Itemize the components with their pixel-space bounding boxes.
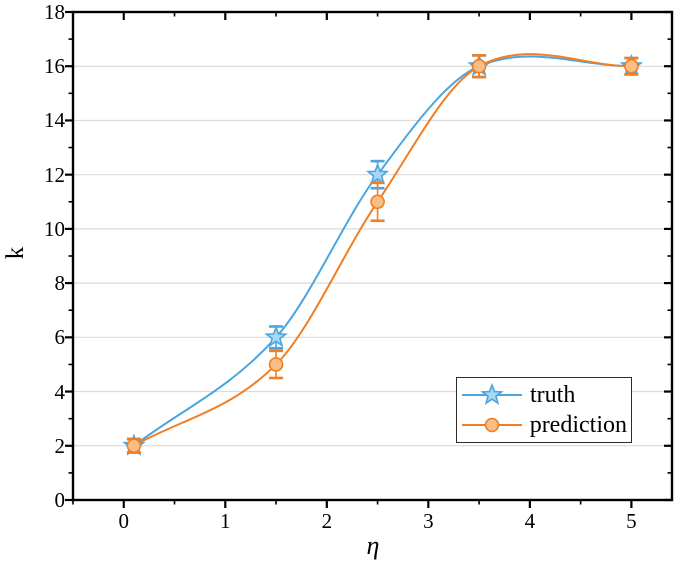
- y-tick-label: 12: [44, 162, 65, 187]
- x-tick-label: 5: [626, 509, 637, 533]
- legend-star-icon: [462, 382, 522, 405]
- x-tick-label: 4: [524, 509, 536, 533]
- marker-circle-prediction: [471, 58, 487, 74]
- y-tick-label: 6: [54, 325, 66, 350]
- y-tick-label: 18: [44, 0, 65, 24]
- legend-entry-truth: truth: [461, 380, 627, 410]
- y-tick-label: 16: [44, 54, 65, 79]
- y-tick-label: 14: [44, 108, 65, 133]
- legend-label-prediction: prediction: [529, 412, 627, 439]
- marker-circle-prediction: [126, 438, 142, 454]
- legend-entry-prediction: prediction: [461, 411, 627, 441]
- x-axis-title: η: [366, 531, 380, 560]
- y-axis-title: k: [2, 246, 29, 260]
- marker-circle-prediction: [624, 58, 639, 74]
- y-tick-label: 2: [54, 433, 66, 458]
- y-tick-label: 4: [54, 379, 66, 404]
- x-tick-label: 0: [118, 509, 130, 533]
- marker-star-truth: [365, 162, 390, 185]
- marker-circle-prediction: [370, 194, 385, 210]
- x-tick-label: 1: [220, 509, 231, 533]
- marker-star-truth: [264, 325, 288, 348]
- legend: truth prediction: [456, 377, 632, 443]
- y-tick-label: 8: [54, 271, 66, 296]
- legend-circle-icon: [462, 417, 522, 433]
- y-tick-label: 0: [54, 488, 66, 512]
- y-tick-label: 10: [44, 216, 65, 241]
- legend-label-truth: truth: [530, 381, 576, 408]
- marker-circle-prediction: [268, 357, 284, 372]
- x-tick-label: 3: [423, 509, 434, 533]
- x-tick-label: 2: [321, 509, 333, 533]
